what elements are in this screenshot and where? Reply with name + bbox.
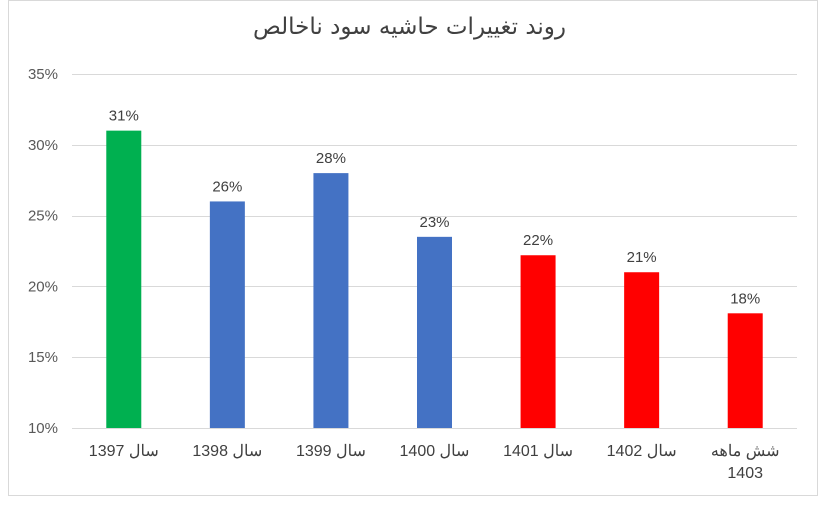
y-tick-label: 30% bbox=[28, 137, 58, 154]
bars bbox=[106, 130, 763, 428]
bar bbox=[106, 130, 142, 428]
y-tick-label: 25% bbox=[28, 208, 58, 225]
y-axis: 10% 15% 20% 25% 30% 35% bbox=[28, 66, 58, 437]
x-tick-label: سال 1400 bbox=[400, 443, 470, 460]
data-label: 18% bbox=[730, 290, 760, 307]
bar bbox=[727, 313, 763, 428]
y-tick-label: 20% bbox=[28, 278, 58, 295]
data-label: 21% bbox=[627, 249, 657, 266]
chart-title: روند تغییرات حاشیه سود ناخالص bbox=[252, 14, 567, 40]
x-tick-label: سال 1402 bbox=[607, 443, 677, 460]
data-label: 28% bbox=[316, 150, 346, 167]
x-tick-label: سال 1399 bbox=[296, 443, 366, 460]
chart-frame bbox=[8, 0, 818, 496]
x-tick-label: سال 1398 bbox=[192, 443, 262, 460]
y-tick-label: 15% bbox=[28, 349, 58, 366]
x-tick-label: شش ماهه bbox=[711, 443, 780, 460]
data-label: 22% bbox=[523, 232, 553, 249]
bar bbox=[417, 236, 452, 428]
bar bbox=[520, 255, 556, 428]
x-tick-label: سال 1397 bbox=[89, 443, 159, 460]
data-label: 31% bbox=[109, 108, 139, 125]
x-tick-label: سال 1401 bbox=[503, 443, 573, 460]
bar bbox=[624, 272, 660, 428]
bar bbox=[209, 201, 245, 428]
data-label: 23% bbox=[419, 214, 449, 231]
y-tick-label: 10% bbox=[28, 420, 58, 437]
x-axis: سال 1397 سال 1398 سال 1399 سال 1400 سال 1401… bbox=[89, 443, 780, 482]
bar bbox=[313, 173, 349, 428]
data-label: 26% bbox=[212, 178, 242, 195]
data-labels: 31% 26% 28% 23% 22% 21% 18% bbox=[109, 108, 760, 308]
y-tick-label: 35% bbox=[28, 66, 58, 83]
x-tick-label: 1403 bbox=[727, 465, 763, 482]
